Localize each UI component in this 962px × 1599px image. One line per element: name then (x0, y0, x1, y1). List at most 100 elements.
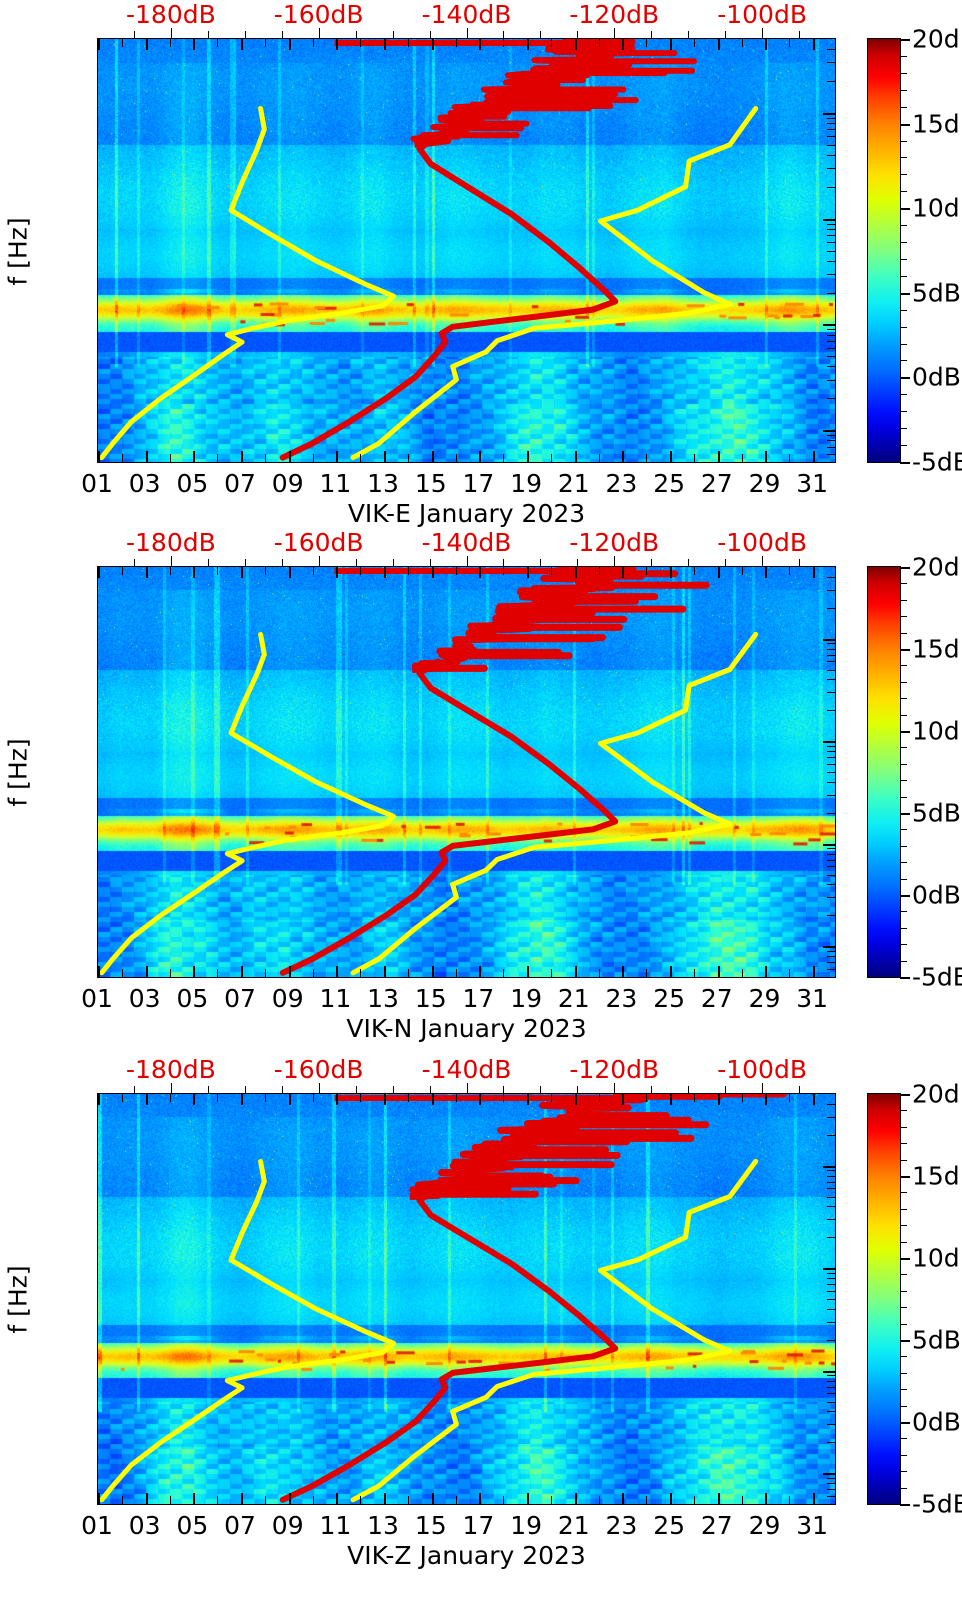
y-tick-minor (97, 751, 98, 752)
y-tick-minor (97, 1393, 98, 1394)
y-tick-minor (97, 1411, 98, 1412)
top-db-tick-minor (392, 31, 394, 38)
y-tick-minor-right (827, 1103, 835, 1105)
x-tick-major (145, 966, 148, 977)
colorbar-label: 0dB (912, 362, 961, 392)
top-db-axis-vik-n: -180dB -160dB -140dB -120dB -100dB (97, 528, 836, 566)
top-db-tick-minor (577, 559, 579, 566)
x-tick-minor (741, 969, 743, 977)
x-tick-minor (598, 969, 600, 977)
x-tick-minor-top (693, 39, 695, 47)
colorbar-tick-minor (900, 599, 907, 601)
x-tick-major (479, 966, 482, 977)
colorbar-tick-minor (900, 1110, 907, 1112)
x-tick-minor-top (503, 567, 505, 575)
colorbar-tick (900, 895, 910, 897)
top-db-label: -140dB (421, 0, 512, 29)
colorbar-tick-minor (900, 698, 907, 700)
x-axis-label: 21 (557, 469, 590, 498)
y-tick-minor-right (827, 1219, 835, 1221)
y-tick-minor (97, 655, 98, 656)
x-tick-minor (646, 454, 648, 462)
x-tick-minor-top (169, 39, 171, 47)
y-tick-minor (97, 435, 98, 436)
psd-curves-vik-z (99, 1094, 787, 1503)
top-db-tick-minor (503, 1086, 505, 1093)
x-axis-title-vik-e: VIK-E January 2023 (347, 499, 586, 528)
x-tick-major (479, 451, 482, 462)
top-db-tick-minor (207, 559, 209, 566)
y-tick-minor-right (827, 763, 835, 765)
psd-curve-hf (410, 39, 697, 148)
top-db-tick-minor (281, 31, 283, 38)
top-db-label: -160dB (273, 528, 364, 557)
colorbar-label: 20dB (912, 24, 962, 54)
y-tick-major (97, 430, 98, 432)
colorbar-tick-minor (900, 394, 907, 396)
x-tick-major (98, 1493, 100, 1504)
colorbar-tick-minor (900, 242, 907, 244)
y-tick-minor (97, 951, 98, 952)
x-tick-major (241, 966, 244, 977)
x-axis-label: 07 (224, 984, 256, 1013)
colorbar-tick-minor (900, 1225, 907, 1227)
y-tick-minor (97, 335, 98, 336)
x-tick-minor-top (217, 39, 219, 47)
x-tick-major-top (431, 39, 434, 50)
x-tick-major (336, 1493, 339, 1504)
x-tick-minor (169, 1496, 171, 1504)
y-tick-minor (97, 356, 98, 357)
x-tick-minor-top (741, 567, 743, 575)
colorbar-tick-minor (900, 911, 907, 913)
colorbar-tick (900, 977, 910, 979)
colorbar-tick-minor (900, 360, 907, 362)
y-tick-major-right (823, 1165, 835, 1168)
y-tick-minor-right (827, 962, 835, 964)
colorbar-label: -5dB (912, 962, 962, 992)
y-tick-minor-right (827, 794, 835, 796)
colorbar-tick-minor (900, 1323, 907, 1325)
y-tick-minor (97, 168, 98, 169)
colorbar-tick-minor (900, 191, 907, 193)
x-tick-minor (598, 1496, 600, 1504)
y-tick-minor (97, 447, 98, 448)
spectrogram-plot-vik-z: 10110010-110-2 (97, 1093, 836, 1505)
colorbar-tick-minor (900, 1290, 907, 1292)
x-tick-minor (407, 1496, 409, 1504)
y-axis-title-vik-z: f [Hz] (3, 1265, 33, 1334)
y-tick-minor (97, 1489, 98, 1490)
x-tick-minor-top (598, 39, 600, 47)
x-tick-major-top (479, 39, 482, 50)
x-tick-minor-top (741, 1094, 743, 1102)
x-tick-minor (360, 1496, 362, 1504)
x-axis-label: 25 (653, 984, 686, 1013)
y-tick-minor-right (827, 340, 835, 342)
x-tick-major-top (241, 567, 244, 578)
top-db-tick-major (170, 556, 172, 566)
y-tick-minor (97, 1188, 98, 1189)
x-tick-major (527, 966, 530, 977)
x-tick-major (670, 451, 673, 462)
y-tick-minor (97, 81, 98, 82)
y-tick-major (97, 639, 98, 641)
colorbar-tick-minor (900, 258, 907, 260)
y-tick-minor (97, 1135, 98, 1136)
x-axis-label: 03 (128, 984, 161, 1013)
y-tick-minor-right (827, 1393, 835, 1395)
y-tick-minor (97, 782, 98, 783)
x-tick-major (574, 451, 577, 462)
x-tick-minor-top (646, 1094, 648, 1102)
y-tick-minor (97, 679, 98, 680)
x-tick-minor-top (550, 567, 552, 575)
y-tick-minor-right (827, 1386, 835, 1388)
y-tick-minor (97, 692, 98, 693)
psd-curves-vik-n (99, 567, 759, 976)
colorbar-tick-minor (900, 225, 907, 227)
y-tick-minor (97, 1381, 98, 1382)
x-tick-major-top (765, 567, 768, 578)
colorbar-tick-minor (900, 665, 907, 667)
y-tick-minor (97, 757, 98, 758)
x-tick-major (336, 966, 339, 977)
y-tick-minor-right (827, 242, 835, 244)
y-tick-minor-right (827, 250, 835, 252)
